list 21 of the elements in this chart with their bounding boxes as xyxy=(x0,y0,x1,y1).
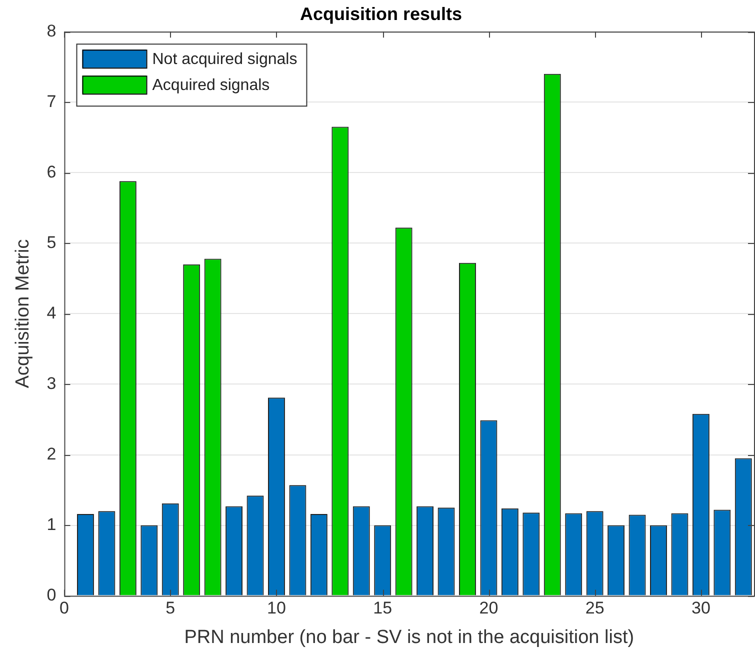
y-tick-label: 6 xyxy=(46,162,56,182)
y-tick-label: 2 xyxy=(46,444,56,464)
y-tick-label: 8 xyxy=(46,21,56,40)
y-tick-label: 1 xyxy=(46,514,56,534)
x-tick-label: 10 xyxy=(267,598,286,618)
x-tick-label: 30 xyxy=(691,598,710,618)
x-tick-label: 15 xyxy=(373,598,392,618)
y-tick-label: 3 xyxy=(46,374,56,393)
x-tick-label: 20 xyxy=(479,598,498,618)
y-tick-label: 5 xyxy=(46,232,56,252)
chart-title: Acquisition results xyxy=(300,4,462,24)
y-tick-label: 7 xyxy=(46,92,56,111)
x-tick-label: 5 xyxy=(166,598,176,618)
x-axis-title: PRN number (no bar - SV is not in the acquisition list) xyxy=(184,626,634,648)
y-tick-label: 4 xyxy=(46,303,56,322)
y-axis-title: Acquisition Metric xyxy=(12,239,34,388)
legend-label: Not acquired signals xyxy=(152,51,298,68)
x-tick-label: 0 xyxy=(60,598,69,618)
legend-label: Acquired signals xyxy=(152,77,270,94)
y-tick-label: 0 xyxy=(46,585,56,604)
x-tick-label: 25 xyxy=(585,598,604,618)
